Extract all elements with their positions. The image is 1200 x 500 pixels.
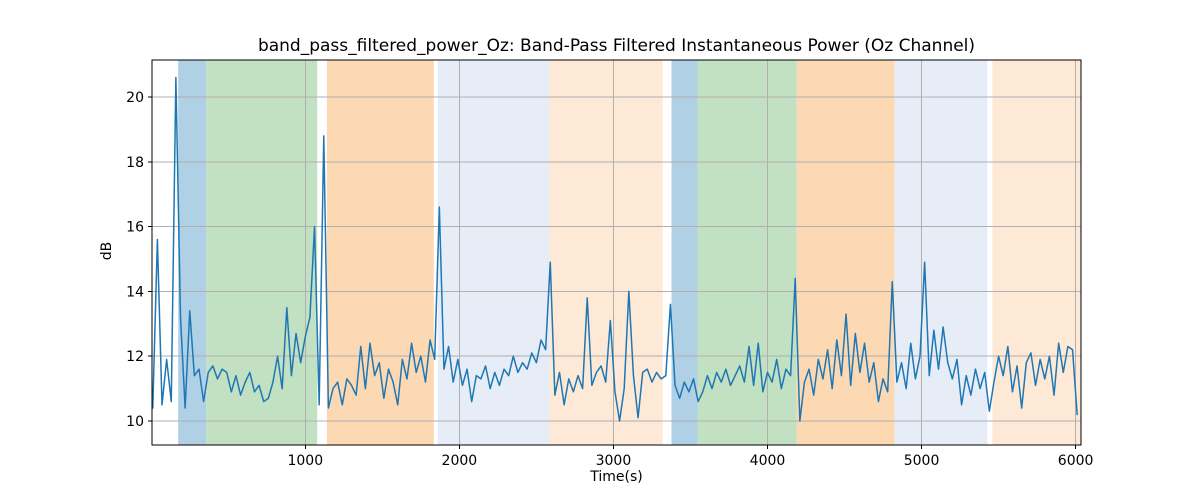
region-band xyxy=(992,60,1081,445)
y-tick-label: 18 xyxy=(126,155,144,171)
region-band xyxy=(796,60,895,445)
x-tick-label: 4000 xyxy=(750,453,786,469)
region-band xyxy=(326,60,434,445)
y-tick-label: 12 xyxy=(126,349,144,365)
region-band xyxy=(894,60,988,445)
x-tick-label: 6000 xyxy=(1058,453,1094,469)
chart-title: band_pass_filtered_power_Oz: Band-Pass F… xyxy=(257,36,976,56)
region-band xyxy=(178,60,207,445)
y-axis-ticks: 10 12 14 16 18 20 xyxy=(126,90,152,430)
grid xyxy=(152,60,1081,445)
power-line xyxy=(152,76,1078,422)
y-tick-label: 10 xyxy=(126,414,144,430)
band-regions xyxy=(178,60,1081,445)
data-series xyxy=(152,76,1078,422)
x-tick-label: 3000 xyxy=(596,453,632,469)
x-axis-ticks: 1000 2000 3000 4000 5000 6000 xyxy=(287,445,1093,469)
axes-spines xyxy=(151,59,1082,446)
x-tick-label: 5000 xyxy=(904,453,940,469)
region-band xyxy=(437,60,550,445)
y-tick-label: 16 xyxy=(126,220,144,236)
x-tick-label: 2000 xyxy=(442,453,478,469)
y-tick-label: 14 xyxy=(126,284,144,300)
x-axis-label: Time(s) xyxy=(590,469,643,485)
y-tick-label: 20 xyxy=(126,90,144,106)
region-band xyxy=(206,60,318,445)
x-tick-label: 1000 xyxy=(287,453,323,469)
